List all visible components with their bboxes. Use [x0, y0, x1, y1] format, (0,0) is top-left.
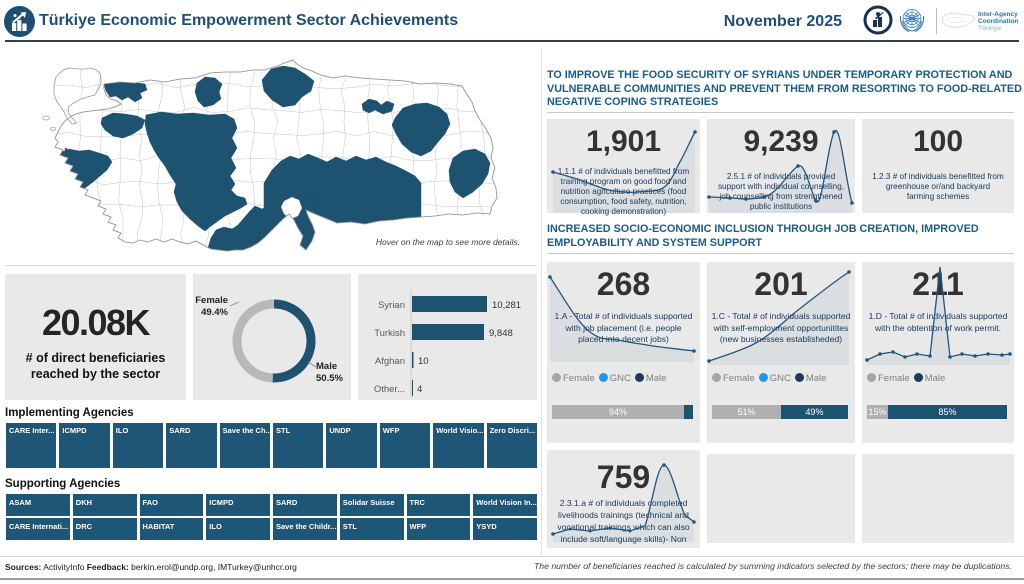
svg-text:10,281: 10,281 [492, 300, 521, 311]
svg-text:4: 4 [417, 384, 422, 395]
svg-text:Syrian: Syrian [378, 300, 405, 311]
svg-text:Other...: Other... [374, 384, 405, 395]
svg-text:Turkish: Turkish [374, 328, 405, 339]
svg-text:9,848: 9,848 [489, 328, 513, 339]
svg-text:10: 10 [418, 356, 429, 367]
svg-text:Afghan: Afghan [375, 356, 405, 367]
